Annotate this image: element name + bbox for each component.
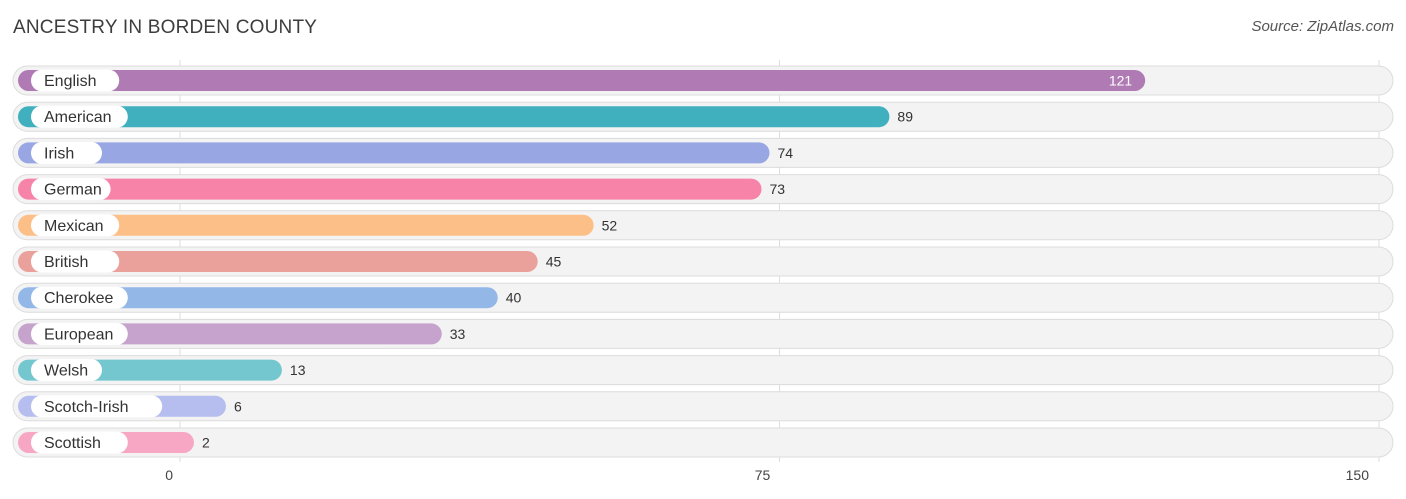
rows-layer: English 121 American 89 Irish 74 German 73 Mexic…: [12, 65, 1394, 458]
bar: [18, 251, 538, 272]
category-label: Irish: [44, 145, 74, 162]
category-label: German: [44, 182, 102, 199]
category-pill: [31, 322, 128, 345]
category-pill: [31, 286, 128, 309]
category-pill: [31, 250, 120, 273]
value-label: 40: [506, 290, 522, 306]
category-pill: [31, 395, 163, 418]
source-label: Source: ZipAtlas.com: [1251, 18, 1394, 35]
category-pill: [31, 214, 120, 237]
category-pill: [31, 105, 128, 128]
category-pill: [31, 431, 128, 454]
value-label: 89: [897, 109, 913, 125]
category-label: Scottish: [44, 435, 101, 452]
category-label: Scotch-Irish: [44, 399, 128, 416]
tick-label: 150: [1346, 467, 1370, 483]
tick-label: 75: [755, 467, 771, 483]
value-label: 33: [450, 326, 466, 342]
row-background: [12, 391, 1394, 422]
category-label: European: [44, 326, 113, 343]
category-label: British: [44, 254, 88, 271]
value-label: 13: [290, 362, 306, 378]
category-label: Welsh: [44, 363, 88, 380]
bar: [18, 70, 1146, 91]
row-background: [12, 355, 1394, 386]
value-label: 73: [770, 181, 786, 197]
row-background: [12, 427, 1394, 458]
category-label: English: [44, 73, 96, 90]
category-label: Cherokee: [44, 290, 113, 307]
bar: [18, 214, 594, 236]
tick-label: 0: [165, 467, 173, 483]
bar: [18, 142, 770, 164]
bar: [18, 178, 762, 200]
tick-layer: 0 75 150: [165, 467, 1369, 483]
value-label: 2: [202, 435, 210, 451]
category-pill: [31, 359, 102, 382]
value-label: 52: [602, 217, 618, 233]
category-label: American: [44, 109, 112, 126]
category-label: Mexican: [44, 218, 104, 235]
value-label: 6: [234, 398, 242, 414]
value-label: 74: [778, 145, 794, 161]
category-pill: [31, 141, 102, 164]
bar: [18, 287, 498, 309]
category-pill: [31, 69, 120, 92]
chart-title: ANCESTRY IN BORDEN COUNTY: [13, 17, 318, 38]
value-label: 45: [546, 254, 562, 270]
category-pill: [31, 178, 111, 201]
value-label: 121: [1109, 73, 1133, 89]
bar: [18, 106, 890, 128]
